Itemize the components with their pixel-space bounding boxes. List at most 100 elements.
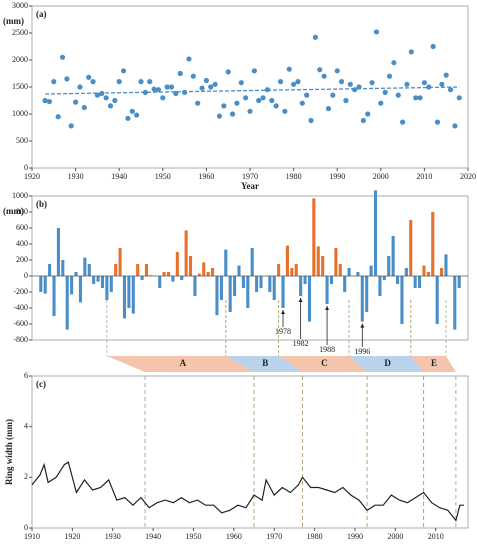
data-point (291, 81, 297, 87)
bar (61, 260, 65, 276)
bar (43, 276, 47, 294)
bar (166, 272, 171, 276)
bar (369, 265, 373, 276)
y-tick-label: 200 (16, 255, 28, 264)
data-point (286, 66, 292, 72)
bar (127, 276, 131, 308)
bar (197, 273, 201, 276)
data-point (64, 76, 70, 82)
x-tick-label: 1940 (145, 532, 161, 541)
bar (404, 268, 408, 276)
arrow-head (281, 310, 286, 314)
y-tick-label: 3000 (12, 1, 28, 10)
bar (180, 276, 184, 280)
data-point (182, 89, 188, 95)
data-point (151, 86, 157, 92)
bar (444, 254, 448, 276)
bar (224, 249, 228, 276)
data-point (68, 123, 74, 129)
bar (250, 248, 254, 276)
data-point (73, 99, 79, 105)
data-point (81, 104, 87, 111)
bar (52, 276, 56, 316)
data-point (216, 113, 223, 119)
data-point (203, 77, 209, 84)
bar (206, 272, 210, 276)
bar (87, 264, 91, 276)
data-point (46, 98, 53, 105)
panel-title: (a) (36, 9, 47, 19)
data-point (447, 87, 454, 93)
x-tick-label: 2000 (387, 532, 403, 541)
bar (440, 268, 444, 276)
bar (418, 276, 422, 288)
data-point (177, 70, 183, 77)
data-point (273, 103, 279, 109)
arrow-head (298, 298, 303, 302)
bar (343, 276, 347, 292)
x-tick-label: 1950 (185, 532, 201, 541)
data-point (238, 80, 244, 86)
data-point (251, 68, 257, 74)
x-tick-label: 1980 (286, 172, 302, 181)
bar (277, 264, 281, 276)
bar (48, 264, 52, 276)
x-tick-label: 1950 (155, 172, 171, 181)
y-tick-label: 500 (16, 136, 28, 145)
data-point (321, 73, 327, 79)
bar (272, 276, 276, 300)
y-tick-label: -400 (13, 303, 28, 312)
data-point (59, 54, 66, 60)
bar (378, 276, 382, 296)
y-tick-label: 600 (16, 223, 28, 232)
data-point (86, 74, 92, 80)
bar (365, 276, 369, 312)
data-point (243, 95, 249, 101)
y-tick-label: 4 (24, 421, 28, 430)
bar (100, 276, 105, 288)
x-tick-label: 1940 (111, 172, 127, 181)
data-point (94, 92, 100, 98)
bar (233, 276, 237, 296)
y-tick-label: 800 (16, 207, 28, 216)
data-point (107, 103, 114, 109)
data-point (264, 87, 271, 93)
data-point (282, 108, 288, 114)
bar (83, 257, 87, 276)
y-tick-label: 0 (24, 163, 28, 172)
bar (184, 230, 188, 276)
data-point (155, 87, 162, 93)
period-label: D (384, 358, 391, 368)
data-point (391, 60, 397, 66)
x-tick-label: 2000 (373, 172, 389, 181)
bar (114, 264, 118, 276)
plot-frame (31, 375, 469, 529)
bar (422, 265, 426, 276)
data-point (452, 123, 458, 129)
data-point (343, 97, 349, 104)
data-point (195, 100, 201, 106)
y-tick-label: -800 (13, 335, 28, 344)
y-axis-label: (mm) (3, 206, 24, 216)
data-point (408, 49, 414, 55)
period-band (278, 356, 368, 372)
bar (395, 276, 400, 284)
data-point (317, 67, 323, 73)
bar (131, 276, 135, 314)
data-point (369, 80, 375, 86)
bar (281, 276, 285, 308)
bar (347, 268, 351, 276)
data-point (352, 87, 358, 93)
bar (140, 276, 144, 280)
data-point (382, 89, 388, 95)
data-point (112, 97, 118, 104)
y-tick-label: 1000 (12, 191, 28, 200)
bar (294, 264, 298, 276)
y-tick-label: -600 (13, 319, 28, 328)
data-point (295, 79, 301, 85)
x-tick-label: 1980 (307, 532, 323, 541)
bar (316, 246, 320, 276)
period-band (106, 356, 255, 372)
data-point (269, 97, 275, 104)
data-point (55, 114, 61, 120)
